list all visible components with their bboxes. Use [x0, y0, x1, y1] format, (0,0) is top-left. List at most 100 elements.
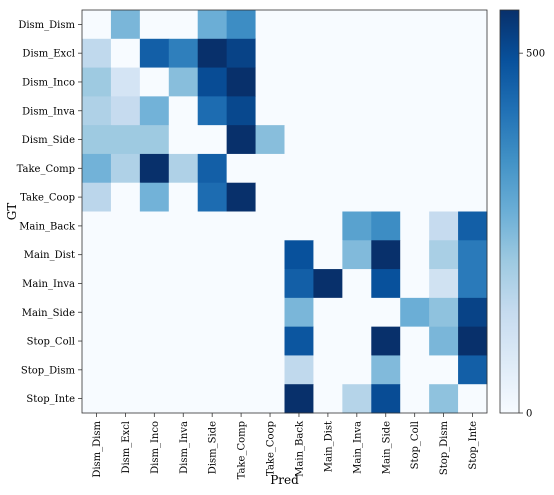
heatmap-cell	[284, 96, 314, 126]
y-tick-label: Take_Comp	[17, 164, 75, 175]
x-tick-label: Take_Coop	[266, 421, 277, 476]
y-tick-labels: Dism_Dism Dism_Excl Dism_Inco Dism_Inva Dism…	[17, 20, 82, 405]
heatmap-cell	[313, 67, 343, 97]
heatmap-cell	[458, 182, 488, 212]
heatmap-cell	[168, 10, 199, 40]
x-tick-label: Main_Dist	[323, 421, 334, 472]
heatmap-cell	[110, 297, 141, 328]
x-axis-label: Pred	[270, 473, 299, 487]
x-tick-label: Dism_Excl	[121, 421, 132, 474]
heatmap-cell	[110, 38, 141, 68]
heatmap-cell	[429, 355, 459, 385]
heatmap-cell	[255, 153, 285, 184]
heatmap-cell	[429, 182, 459, 212]
heatmap-cell	[284, 10, 314, 40]
heatmap-cell	[226, 67, 256, 97]
heatmap-cell	[197, 240, 228, 270]
y-tick-label: Stop_Dism	[21, 365, 76, 376]
x-tick-label: Dism_Inco	[150, 421, 161, 474]
heatmap-cell	[400, 297, 430, 328]
heatmap-cell	[82, 297, 112, 328]
heatmap-cell	[255, 67, 285, 97]
heatmap-cell	[429, 153, 459, 184]
heatmap-cell	[429, 10, 459, 40]
heatmap-cell	[82, 355, 112, 385]
heatmap-cell	[168, 182, 199, 212]
heatmap-cell	[458, 96, 488, 126]
heatmap-cell	[400, 355, 430, 385]
y-tick-label: Dism_Dism	[18, 20, 75, 31]
heatmap-cell	[197, 297, 228, 328]
heatmap-cell	[82, 269, 112, 299]
heatmap-cell	[342, 125, 372, 155]
heatmap-cell	[313, 384, 343, 414]
heatmap-cell	[371, 182, 401, 212]
heatmap-cell	[284, 67, 314, 97]
colorbar	[499, 9, 520, 414]
x-tick-label: Dism_Dism	[92, 420, 103, 477]
heatmap-cell	[458, 297, 488, 328]
heatmap-cell	[139, 38, 170, 68]
heatmap-cell	[284, 297, 314, 328]
heatmap-cell	[110, 125, 141, 155]
heatmap-cell	[139, 182, 170, 212]
x-tick-label: Main_Side	[381, 421, 392, 474]
x-tick-labels: Dism_Dism Dism_Excl Dism_Inco Dism_Inva Dism…	[92, 413, 479, 479]
heatmap-cell	[110, 326, 141, 356]
heatmap-cell	[197, 384, 228, 414]
heatmap-cell	[255, 10, 285, 40]
y-tick-label: Dism_Excl	[22, 49, 75, 60]
heatmap-cell	[197, 96, 228, 126]
x-tick-label: Stop_Coll	[410, 421, 421, 469]
heatmap-cell	[429, 96, 459, 126]
heatmap-cell	[400, 269, 430, 299]
heatmap-cell	[226, 269, 256, 299]
heatmap-cell	[168, 211, 199, 241]
heatmap-cell	[284, 269, 314, 299]
heatmap-cell	[82, 96, 112, 126]
heatmap-cell	[284, 384, 314, 414]
heatmap-cell	[342, 153, 372, 184]
heatmap-cell	[429, 240, 459, 270]
heatmap-cell	[313, 326, 343, 356]
colorbar-tick-label: 500	[526, 49, 545, 60]
heatmap-cell	[342, 297, 372, 328]
heatmap-cell	[458, 211, 488, 241]
heatmap-cell	[226, 153, 256, 184]
y-axis-label: GT	[5, 203, 19, 221]
heatmap-cell	[168, 269, 199, 299]
heatmap-cell	[371, 384, 401, 414]
y-tick-label: Main_Back	[19, 221, 76, 232]
x-tick-label: Main_Inva	[352, 421, 363, 474]
heatmap-cell	[255, 355, 285, 385]
heatmap-cell	[284, 153, 314, 184]
heatmap-cell	[458, 326, 488, 356]
heatmap-cell	[342, 269, 372, 299]
heatmap-cell	[82, 67, 112, 97]
heatmap-cell	[400, 240, 430, 270]
heatmap-cell	[139, 240, 170, 270]
heatmap-cell	[284, 38, 314, 68]
heatmap-cell	[400, 182, 430, 212]
heatmap-cell	[313, 297, 343, 328]
y-tick-label: Main_Side	[22, 308, 75, 319]
heatmap-cell	[139, 269, 170, 299]
heatmap-cell	[197, 67, 228, 97]
y-tick-label: Stop_Coll	[27, 337, 75, 348]
heatmap-cell	[284, 355, 314, 385]
heatmap-cell	[226, 10, 256, 40]
heatmap-cell	[255, 240, 285, 270]
heatmap-cell	[255, 38, 285, 68]
heatmap-cell	[342, 10, 372, 40]
heatmap-cell	[400, 153, 430, 184]
heatmap-cell	[342, 240, 372, 270]
heatmap-cell	[82, 182, 112, 212]
heatmap-cell	[371, 326, 401, 356]
heatmap-cell	[313, 211, 343, 241]
heatmap-cell	[458, 38, 488, 68]
heatmap-cell	[429, 67, 459, 97]
colorbar-tick-label: 0	[526, 409, 532, 420]
heatmap-cell	[197, 125, 228, 155]
heatmap-cell	[110, 10, 141, 40]
heatmap-cell	[255, 384, 285, 414]
